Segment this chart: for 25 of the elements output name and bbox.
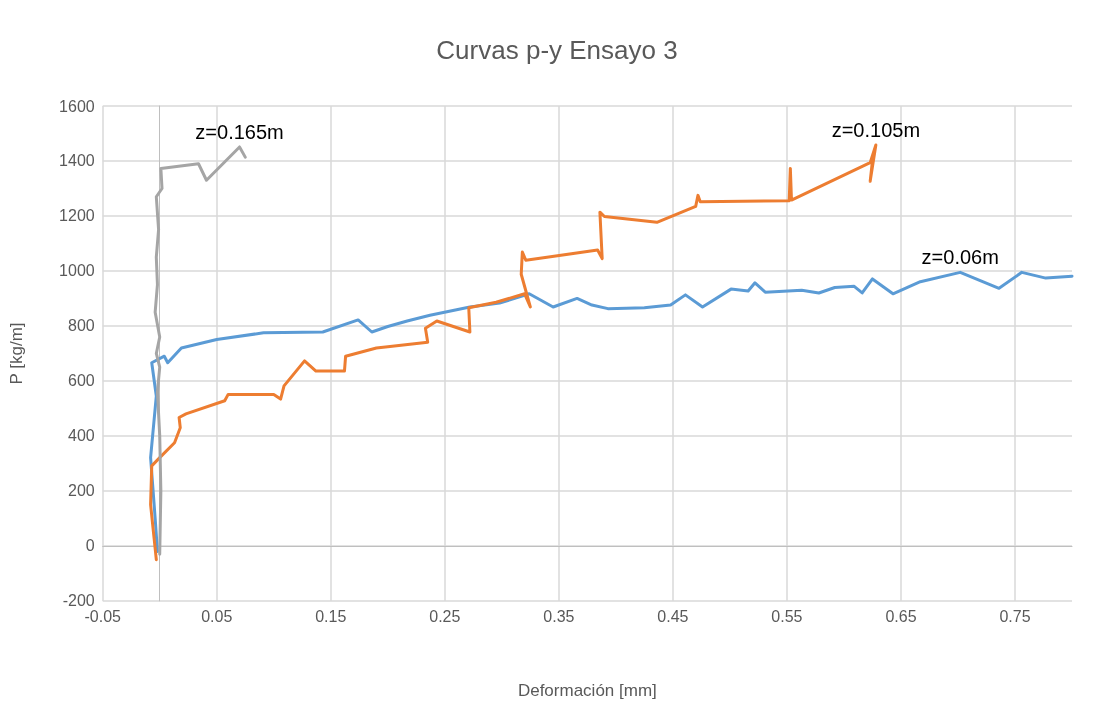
x-tick-label: -0.05	[84, 608, 122, 626]
y-tick-label: 1200	[59, 207, 95, 225]
x-tick-label: 0.75	[999, 608, 1031, 626]
x-tick-label: 0.55	[771, 608, 803, 626]
chart-title: Curvas p-y Ensayo 3	[436, 35, 678, 65]
x-tick-label: 0.65	[885, 608, 917, 626]
y-tick-label: 400	[68, 427, 95, 445]
x-tick-label: 0.25	[429, 608, 461, 626]
y-tick-label: 200	[68, 482, 95, 500]
x-tick-label: 0.05	[201, 608, 233, 626]
series-label: z=0.06m	[921, 246, 999, 269]
y-axis-title: P [kg/m]	[7, 322, 26, 385]
y-tick-label: 1600	[59, 97, 95, 115]
x-tick-label: 0.45	[657, 608, 689, 626]
y-tick-label: 600	[68, 372, 95, 390]
y-tick-label: 800	[68, 317, 95, 335]
y-tick-label: 0	[85, 537, 95, 555]
x-axis-title: Deformación [mm]	[517, 681, 657, 700]
y-tick-label: 1000	[59, 262, 95, 280]
y-tick-label: 1400	[59, 152, 95, 170]
x-tick-label: 0.15	[315, 608, 347, 626]
x-tick-label: 0.35	[543, 608, 575, 626]
y-tick-label: -200	[62, 592, 95, 610]
series-label: z=0.105m	[831, 119, 921, 142]
series-label: z=0.165m	[195, 120, 284, 143]
